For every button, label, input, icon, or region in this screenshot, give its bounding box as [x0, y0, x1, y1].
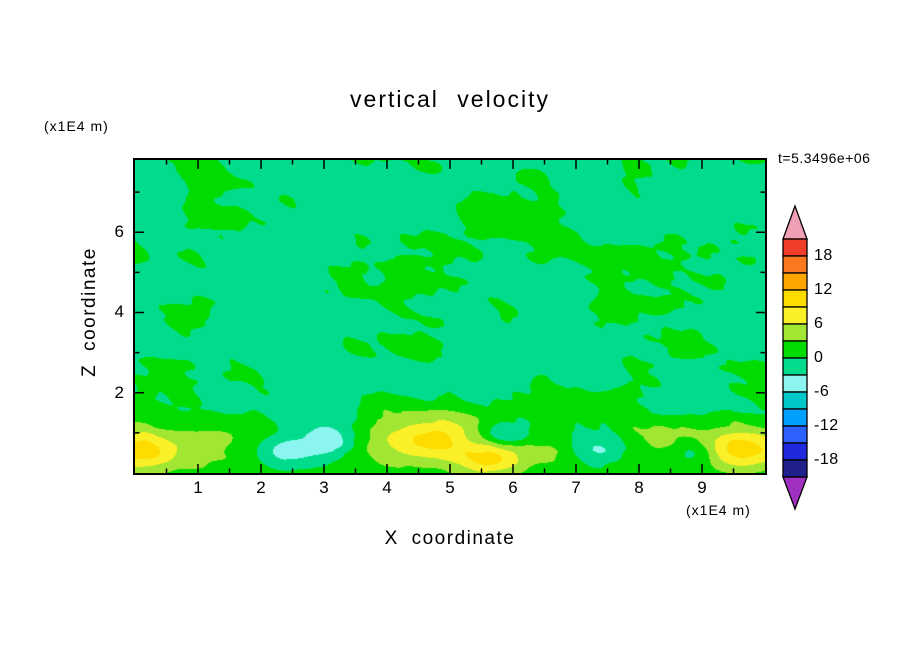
colorbar-band — [782, 272, 808, 291]
plot-frame — [133, 158, 767, 475]
colorbar-band — [782, 408, 808, 427]
contour-field-canvas — [135, 160, 765, 473]
colorbar — [782, 204, 808, 511]
z-tick-label: 4 — [114, 302, 124, 322]
colorbar-end-arrow — [782, 204, 808, 240]
colorbar-label: -18 — [814, 451, 839, 468]
colorbar-label: -12 — [814, 417, 839, 434]
colorbar-band — [782, 238, 808, 257]
colorbar-band — [782, 255, 808, 274]
colorbar-band — [782, 374, 808, 393]
colorbar-band — [782, 459, 808, 478]
x-tick-label: 9 — [697, 478, 707, 497]
x-tick-label: 2 — [256, 478, 266, 497]
x-tick-label: 1 — [193, 478, 203, 497]
colorbar-band — [782, 289, 808, 308]
x-axis-unit-label: (x1E4 m) — [686, 502, 751, 518]
colorbar-end-arrow — [782, 476, 808, 511]
chart-title: vertical velocity — [350, 86, 550, 112]
colorbar-band — [782, 306, 808, 325]
colorbar-label: 6 — [814, 315, 824, 332]
x-tick-label: 4 — [382, 478, 392, 497]
z-axis-unit-label: (x1E4 m) — [44, 118, 109, 134]
colorbar-band — [782, 323, 808, 342]
time-annotation: t=5.3496e+06 — [778, 150, 871, 166]
colorbar-band — [782, 357, 808, 376]
colorbar-label: 18 — [814, 247, 833, 264]
colorbar-label: 12 — [814, 281, 833, 298]
colorbar-band — [782, 340, 808, 359]
x-tick-label: 3 — [319, 478, 329, 497]
x-tick-label: 8 — [634, 478, 644, 497]
z-tick-label: 2 — [114, 382, 124, 402]
x-tick-label: 7 — [571, 478, 581, 497]
colorbar-label: -6 — [814, 383, 830, 400]
x-tick-label: 5 — [445, 478, 455, 497]
z-tick-label: 6 — [114, 222, 124, 242]
colorbar-band — [782, 391, 808, 410]
colorbar-label: 0 — [814, 349, 824, 366]
colorbar-band — [782, 425, 808, 444]
x-tick-label: 6 — [508, 478, 518, 497]
x-axis-title: X coordinate — [384, 528, 516, 549]
colorbar-band — [782, 442, 808, 461]
